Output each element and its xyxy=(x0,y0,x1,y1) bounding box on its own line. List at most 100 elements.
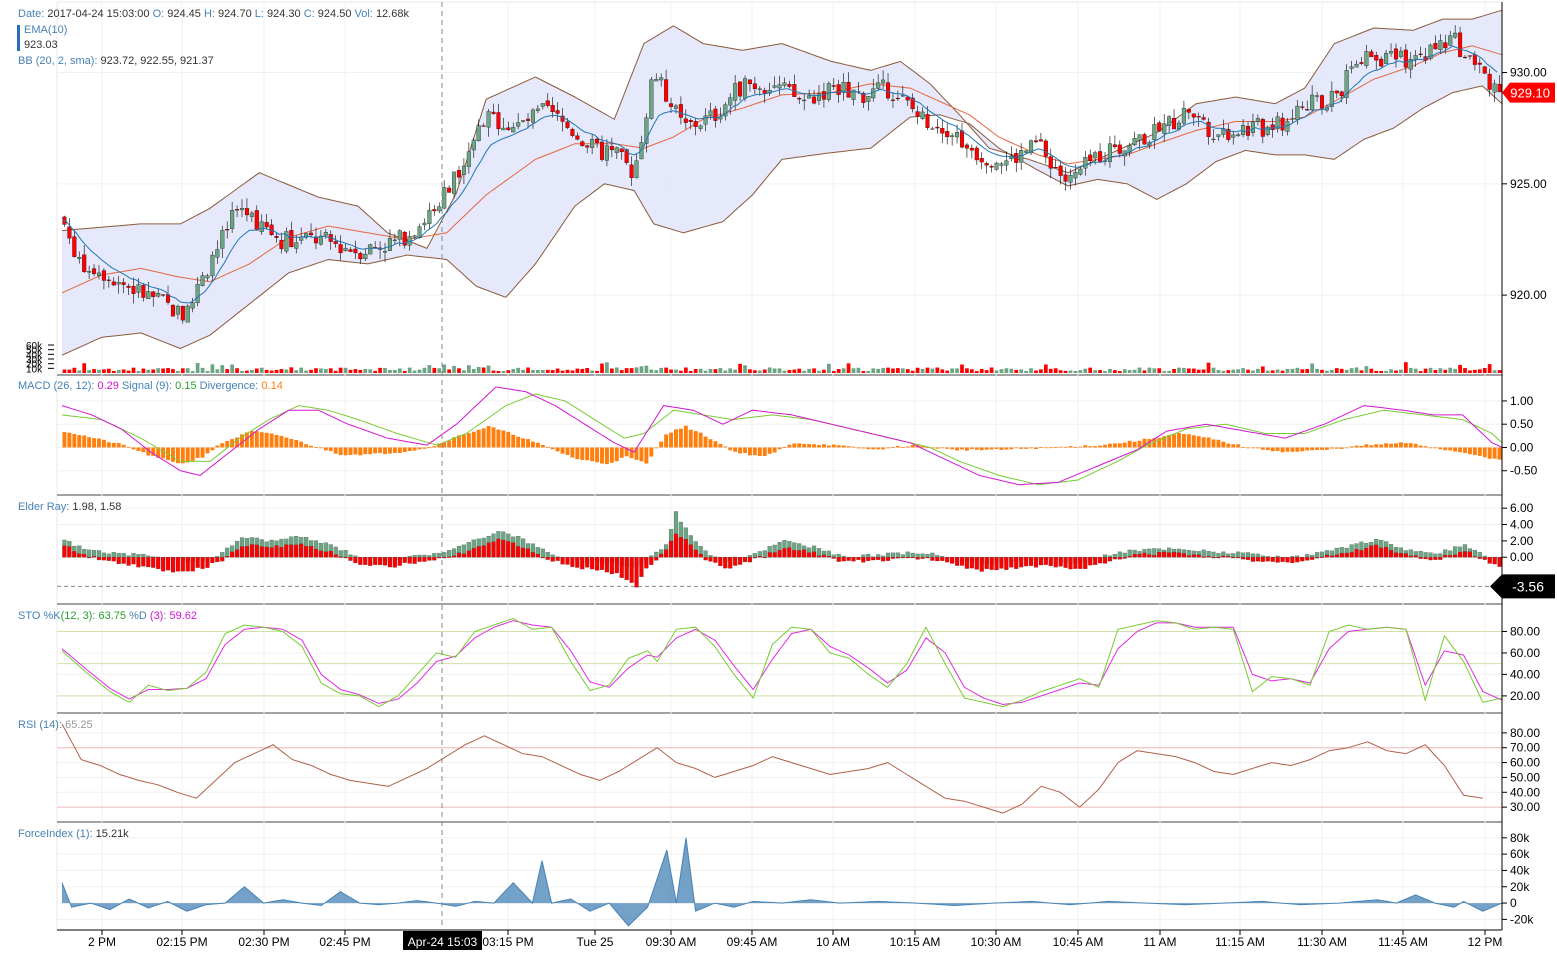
macd-divergence-bar xyxy=(964,447,969,451)
macd-divergence-bar xyxy=(348,447,353,455)
macd-divergence-bar xyxy=(496,429,501,448)
volume-bar xyxy=(427,365,432,373)
volume-bar xyxy=(1477,369,1482,373)
candle xyxy=(491,111,496,114)
candle xyxy=(476,125,481,141)
elder-bear-bar xyxy=(91,556,97,558)
elder-bear-bar xyxy=(348,557,353,561)
macd-divergence-bar xyxy=(817,445,821,448)
macd-divergence-bar xyxy=(185,447,190,463)
volume-bar xyxy=(161,368,165,373)
candle xyxy=(1354,63,1359,68)
candle xyxy=(915,111,920,117)
elder-bear-bar xyxy=(363,557,368,565)
ema-tooltip-label: EMA(10) xyxy=(24,24,68,36)
candle xyxy=(432,209,437,212)
macd-divergence-bar xyxy=(723,446,728,448)
candle xyxy=(1029,140,1034,154)
elder-bear-bar xyxy=(535,553,540,558)
candle xyxy=(955,132,960,138)
macd-divergence-bar xyxy=(294,439,299,448)
volume-bar xyxy=(1369,368,1374,373)
volume-bar xyxy=(841,368,846,373)
volume-bar xyxy=(185,368,190,373)
volume-bar xyxy=(225,369,230,373)
elder-bull-bar xyxy=(831,554,836,558)
elder-bull-bar xyxy=(836,554,841,558)
volume-bar xyxy=(284,369,289,373)
volume-bar xyxy=(718,368,723,373)
volume-bar xyxy=(1167,370,1171,373)
elder-bull-bar xyxy=(407,555,412,558)
macd-panel[interactable] xyxy=(61,386,1503,486)
elder-bull-bar xyxy=(437,553,442,558)
volume-bar xyxy=(333,370,338,373)
elder-bear-bar xyxy=(481,545,486,558)
x-tick-label: 2 PM xyxy=(88,935,116,949)
volume-bar xyxy=(639,366,644,373)
macd-divergence-bar xyxy=(269,433,274,448)
candle xyxy=(742,78,748,99)
macd-divergence-bar xyxy=(1389,443,1394,448)
elder-bear-bar xyxy=(604,557,609,573)
volume-bar xyxy=(1177,367,1181,373)
volume-bar xyxy=(486,365,491,373)
candle xyxy=(728,97,733,106)
volume-bar xyxy=(1078,370,1083,373)
elder-bear-bar xyxy=(1152,555,1157,558)
elder-bear-bar xyxy=(1009,557,1014,568)
candle xyxy=(1403,49,1408,68)
volume-bar xyxy=(200,367,205,373)
macd-divergence-bar xyxy=(225,440,230,448)
macd-divergence-bar xyxy=(1339,447,1344,449)
sto-y-tick-label: 40.00 xyxy=(1510,667,1540,681)
macd-divergence-bar xyxy=(1270,447,1275,452)
volume-bar xyxy=(1113,370,1117,373)
candle xyxy=(294,242,299,249)
price-panel[interactable] xyxy=(61,9,1503,373)
macd-divergence-bar xyxy=(644,447,649,464)
macd-divergence-bar xyxy=(969,447,974,450)
macd-divergence-bar xyxy=(1369,445,1374,448)
elder-bull-bar xyxy=(1201,549,1206,558)
elder-bull-bar xyxy=(1310,555,1315,558)
elder-bear-bar xyxy=(530,552,536,558)
candle xyxy=(831,85,836,87)
elder-bear-bar xyxy=(239,546,245,558)
macd-divergence-bar xyxy=(1014,447,1019,449)
macd-y-tick-label: 0.50 xyxy=(1510,417,1534,431)
elder-bear-bar xyxy=(1354,549,1359,558)
elder-bear-bar xyxy=(664,549,669,558)
elder-bear-bar xyxy=(491,541,496,558)
volume-bar xyxy=(1463,368,1467,373)
stochastic-panel[interactable] xyxy=(57,618,1503,708)
volume-bar xyxy=(1157,368,1162,373)
candle xyxy=(1226,128,1231,140)
elder-bear-bar xyxy=(1413,555,1418,558)
rsi-panel[interactable] xyxy=(57,723,1502,814)
elder-bull-bar xyxy=(442,552,447,558)
candle xyxy=(304,233,309,238)
elder-bear-bar xyxy=(1349,552,1354,558)
elder-bear-bar xyxy=(62,545,67,558)
volume-bar xyxy=(1182,367,1186,373)
macd-divergence-bar xyxy=(328,447,333,452)
volume-bar xyxy=(743,365,747,373)
elder-bear-bar xyxy=(1014,557,1019,569)
elder-bull-bar xyxy=(1418,550,1423,558)
macd-divergence-bar xyxy=(136,447,141,451)
macd-divergence-bar xyxy=(279,435,284,448)
volume-bar xyxy=(1122,369,1127,373)
volume-bar xyxy=(171,369,175,373)
elder-bear-bar xyxy=(634,557,639,588)
volume-bar xyxy=(92,369,96,373)
candle xyxy=(1413,55,1418,60)
elder-bear-bar xyxy=(1497,557,1502,567)
volume-bar xyxy=(605,362,609,373)
elder-bull-bar xyxy=(1477,552,1482,558)
volume-bar xyxy=(1048,368,1053,373)
force-index-panel[interactable] xyxy=(61,837,1503,927)
elder-ray-panel[interactable] xyxy=(57,511,1502,588)
macd-divergence-bar xyxy=(614,447,619,462)
